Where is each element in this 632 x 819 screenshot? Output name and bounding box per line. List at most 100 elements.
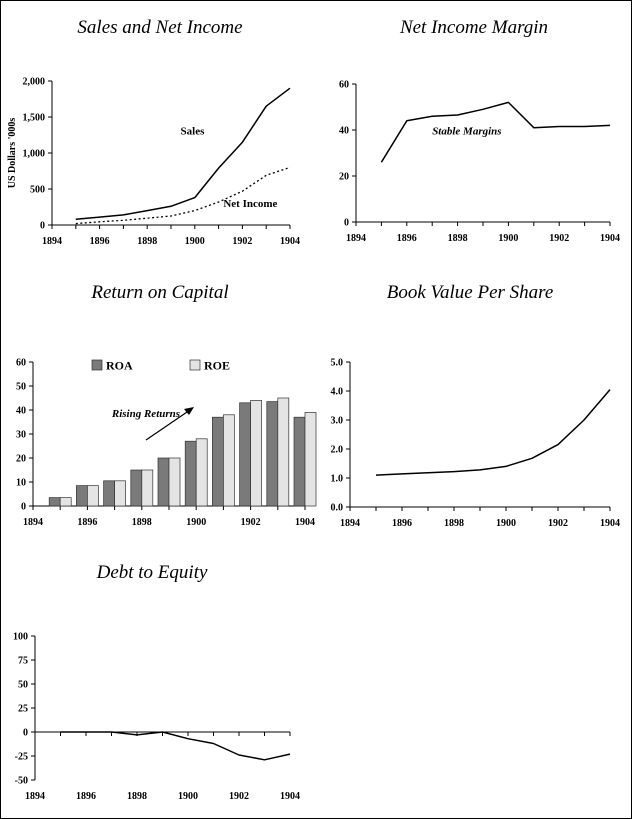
sales-x-tick-label: 1898 bbox=[137, 236, 157, 247]
roc-chart-title: Return on Capital bbox=[90, 282, 228, 303]
roc-bar-roa bbox=[293, 416, 306, 507]
dte-y-tick-label: 50 bbox=[18, 680, 28, 691]
roc-y-tick-label: 20 bbox=[16, 454, 26, 465]
roc-bar-roe bbox=[114, 480, 126, 507]
margin-y-tick-label: 60 bbox=[339, 80, 349, 91]
sales-x-tick-label: 1904 bbox=[280, 236, 300, 247]
sales-y-tick-label: 500 bbox=[30, 185, 45, 196]
margin-x-tick-label: 1894 bbox=[346, 233, 366, 244]
roc-bar-roa bbox=[130, 469, 143, 507]
bvps-y-tick-label: 4.0 bbox=[331, 387, 344, 398]
rising-returns-arrowhead bbox=[184, 407, 194, 415]
dte-y-tick-label: 75 bbox=[18, 656, 28, 667]
bvps-y-tick-label: 5.0 bbox=[331, 358, 344, 369]
roc-bar-roa bbox=[184, 440, 197, 507]
legend-swatch-roa bbox=[91, 359, 103, 371]
dte-x-tick-label: 1902 bbox=[229, 791, 249, 802]
roc-bar-roe bbox=[277, 397, 290, 507]
bvps-y-tick-label: 0.0 bbox=[331, 503, 344, 514]
margin-y-tick-label: 40 bbox=[339, 126, 349, 137]
margin-x-tick-label: 1900 bbox=[498, 233, 518, 244]
roc-bar-roa bbox=[212, 416, 224, 507]
dte-y-tick-label: -25 bbox=[15, 752, 28, 763]
rising-returns-arrow bbox=[145, 409, 191, 441]
margin-x-tick-label: 1904 bbox=[600, 233, 620, 244]
margin-annotation: Stable Margins bbox=[432, 126, 501, 138]
legend-swatch-roe bbox=[189, 359, 201, 371]
roc-bar-roe bbox=[168, 457, 181, 507]
bvps-y-tick-label: 3.0 bbox=[331, 416, 344, 427]
dte-y-tick-label: 0 bbox=[23, 728, 28, 739]
roc-y-tick-label: 30 bbox=[16, 430, 26, 441]
roc-x-tick-label: 1896 bbox=[77, 517, 97, 528]
sales-y-tick-label: 1,000 bbox=[23, 149, 46, 160]
roc-bar-roe bbox=[250, 400, 262, 507]
margin-chart-title: Net Income Margin bbox=[399, 17, 548, 38]
sales-y-tick-label: 0 bbox=[40, 221, 45, 232]
bvps-series-line-0 bbox=[375, 389, 611, 476]
legend-label-roa: ROA bbox=[106, 359, 133, 373]
roc-bar-roa bbox=[103, 480, 115, 507]
roc-bar-roa bbox=[76, 485, 88, 507]
bvps-x-tick-label: 1904 bbox=[600, 518, 620, 529]
dte-y-tick-label: 100 bbox=[13, 632, 28, 643]
roc-bar-roa bbox=[239, 402, 251, 507]
sales-x-tick-label: 1894 bbox=[42, 236, 62, 247]
roc-y-tick-label: 10 bbox=[16, 478, 26, 489]
roc-x-tick-label: 1898 bbox=[132, 517, 152, 528]
roc-x-tick-label: 1900 bbox=[186, 517, 206, 528]
sales-chart-title: Sales and Net Income bbox=[77, 17, 242, 38]
sales-x-tick-label: 1900 bbox=[185, 236, 205, 247]
roc-bar-roe bbox=[59, 497, 72, 507]
bvps-y-tick-label: 2.0 bbox=[331, 445, 344, 456]
bvps-x-tick-label: 1896 bbox=[392, 518, 412, 529]
dte-x-tick-label: 1896 bbox=[76, 791, 96, 802]
roc-bar-roa bbox=[266, 401, 279, 507]
sales-annotation: Net Income bbox=[223, 198, 277, 210]
sales-y-axis-label: US Dollars '000s bbox=[7, 118, 18, 189]
legend-label-roe: ROE bbox=[204, 359, 230, 373]
bvps-x-tick-label: 1894 bbox=[340, 518, 360, 529]
sales-series-line-1 bbox=[75, 166, 291, 225]
roc-bar-roe bbox=[87, 485, 99, 507]
roc-annotation: Rising Returns bbox=[111, 408, 180, 420]
dte-x-tick-label: 1904 bbox=[280, 791, 300, 802]
dte-x-tick-label: 1900 bbox=[178, 791, 198, 802]
roc-x-tick-label: 1902 bbox=[241, 517, 261, 528]
margin-x-tick-label: 1898 bbox=[448, 233, 468, 244]
roc-x-tick-label: 1904 bbox=[295, 517, 315, 528]
sales-x-tick-label: 1902 bbox=[232, 236, 252, 247]
dte-y-tick-label: -50 bbox=[15, 776, 28, 787]
margin-x-tick-label: 1902 bbox=[549, 233, 569, 244]
roc-bar-roe bbox=[141, 469, 154, 507]
margin-y-tick-label: 0 bbox=[344, 218, 349, 229]
bvps-y-tick-label: 1.0 bbox=[331, 474, 344, 485]
sales-x-tick-label: 1896 bbox=[90, 236, 110, 247]
bvps-chart-title: Book Value Per Share bbox=[387, 282, 554, 303]
roc-bar-roa bbox=[48, 497, 61, 507]
margin-x-tick-label: 1896 bbox=[397, 233, 417, 244]
sales-y-tick-label: 1,500 bbox=[23, 113, 46, 124]
roc-bar-roa bbox=[157, 457, 170, 507]
roc-bar-roe bbox=[195, 438, 208, 507]
roc-x-tick-label: 1894 bbox=[23, 517, 43, 528]
roc-y-tick-label: 60 bbox=[16, 358, 26, 369]
margin-series-line-0 bbox=[380, 101, 611, 163]
roc-y-tick-label: 50 bbox=[16, 382, 26, 393]
sales-annotation: Sales bbox=[181, 125, 206, 137]
bvps-x-tick-label: 1902 bbox=[548, 518, 568, 529]
margin-y-tick-label: 20 bbox=[339, 172, 349, 183]
bvps-x-tick-label: 1900 bbox=[496, 518, 516, 529]
sales-y-tick-label: 2,000 bbox=[23, 77, 46, 88]
roc-y-tick-label: 40 bbox=[16, 406, 26, 417]
dte-y-tick-label: 25 bbox=[18, 704, 28, 715]
roc-y-tick-label: 0 bbox=[21, 502, 26, 513]
roc-bar-roe bbox=[304, 412, 317, 507]
sales-series-line-0 bbox=[75, 87, 291, 220]
dte-series-line-0 bbox=[60, 731, 291, 761]
roc-bar-roe bbox=[223, 414, 235, 507]
dte-x-tick-label: 1894 bbox=[25, 791, 45, 802]
dte-x-tick-label: 1898 bbox=[127, 791, 147, 802]
bvps-x-tick-label: 1898 bbox=[444, 518, 464, 529]
